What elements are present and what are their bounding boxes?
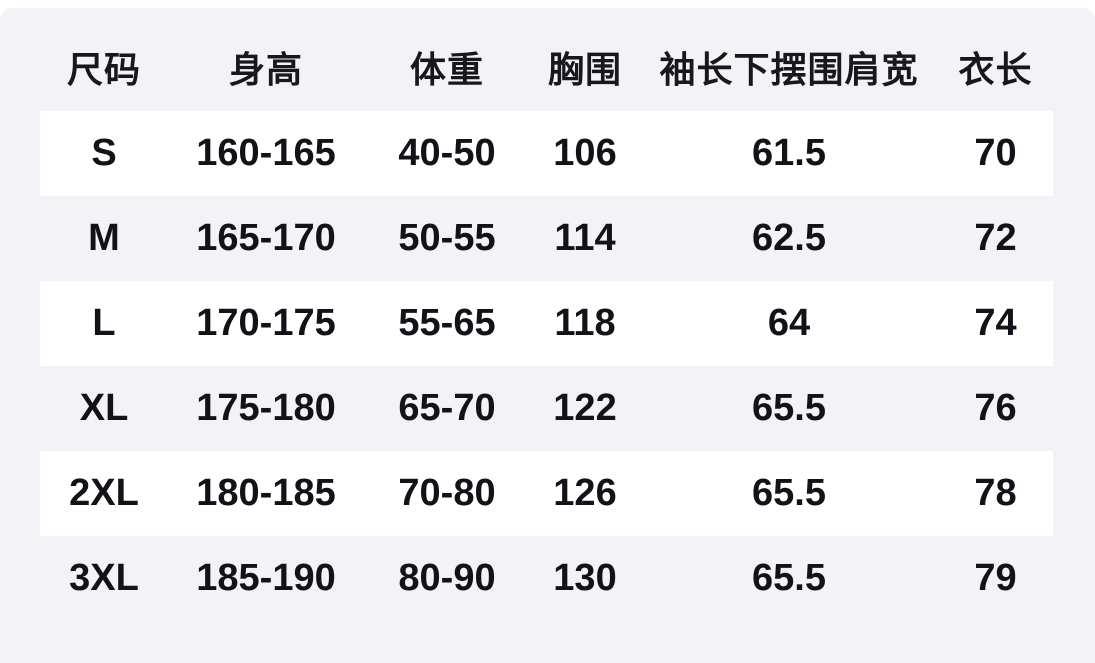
table-row: S 160-165 40-50 106 61.5 70 (40, 111, 1053, 196)
column-header-sleeve-hem-shoulder: 袖长下摆围肩宽 (659, 48, 919, 90)
size-chart-panel: 尺码 身高 体重 胸围 袖长下摆围肩宽 衣长 S 160-165 40-50 106 6… (0, 8, 1095, 663)
measurement-value-cell: 72 (974, 217, 1017, 259)
measurement-value-cell: 106 (553, 132, 617, 174)
table-row: 2XL 180-185 70-80 126 65.5 78 (40, 451, 1053, 536)
size-label-cell: L (92, 302, 116, 344)
measurement-value-cell: 118 (554, 302, 616, 344)
column-header-height: 身高 (228, 48, 303, 90)
measurement-value-cell: 170-175 (196, 302, 336, 344)
measurement-value-cell: 78 (974, 472, 1017, 514)
measurement-value-cell: 185-190 (196, 557, 336, 599)
measurement-value-cell: 62.5 (752, 217, 826, 259)
column-header-weight: 体重 (409, 48, 484, 90)
table-row: XL 175-180 65-70 122 65.5 76 (40, 366, 1053, 451)
measurement-value-cell: 74 (974, 302, 1017, 344)
column-header-garment-length: 衣长 (958, 48, 1033, 90)
size-label-cell: 3XL (69, 557, 139, 599)
table-row: M 165-170 50-55 114 62.5 72 (40, 196, 1053, 281)
size-label-cell: M (88, 217, 120, 259)
measurement-value-cell: 80-90 (398, 557, 496, 599)
measurement-value-cell: 65.5 (752, 387, 826, 429)
measurement-value-cell: 70-80 (398, 472, 496, 514)
column-header-size: 尺码 (66, 48, 141, 90)
measurement-value-cell: 55-65 (398, 302, 496, 344)
measurement-value-cell: 175-180 (196, 387, 336, 429)
size-label-cell: XL (79, 387, 129, 429)
measurement-value-cell: 180-185 (196, 472, 336, 514)
table-body: S 160-165 40-50 106 61.5 70 M 165-170 50-55 114 62… (40, 111, 1053, 621)
measurement-value-cell: 65.5 (752, 472, 826, 514)
table-header-row: 尺码 身高 体重 胸围 袖长下摆围肩宽 衣长 (40, 8, 1053, 111)
table-row: L 170-175 55-65 118 64 74 (40, 281, 1053, 366)
measurement-value-cell: 126 (553, 472, 617, 514)
measurement-value-cell: 65.5 (752, 557, 826, 599)
size-table: 尺码 身高 体重 胸围 袖长下摆围肩宽 衣长 S 160-165 40-50 106 6… (0, 8, 1095, 621)
measurement-value-cell: 65-70 (398, 387, 496, 429)
measurement-value-cell: 64 (767, 302, 811, 344)
measurement-value-cell: 50-55 (398, 217, 496, 259)
measurement-value-cell: 160-165 (196, 132, 336, 174)
measurement-value-cell: 40-50 (398, 132, 496, 174)
measurement-value-cell: 165-170 (196, 217, 336, 259)
measurement-value-cell: 130 (553, 557, 617, 599)
measurement-value-cell: 70 (974, 132, 1017, 174)
column-header-chest: 胸围 (547, 48, 622, 90)
measurement-value-cell: 61.5 (752, 132, 826, 174)
measurement-value-cell: 114 (554, 217, 616, 259)
size-label-cell: S (91, 132, 117, 174)
measurement-value-cell: 122 (553, 387, 617, 429)
table-row: 3XL 185-190 80-90 130 65.5 79 (40, 536, 1053, 621)
size-label-cell: 2XL (69, 472, 139, 514)
measurement-value-cell: 76 (974, 387, 1017, 429)
measurement-value-cell: 79 (974, 557, 1017, 599)
